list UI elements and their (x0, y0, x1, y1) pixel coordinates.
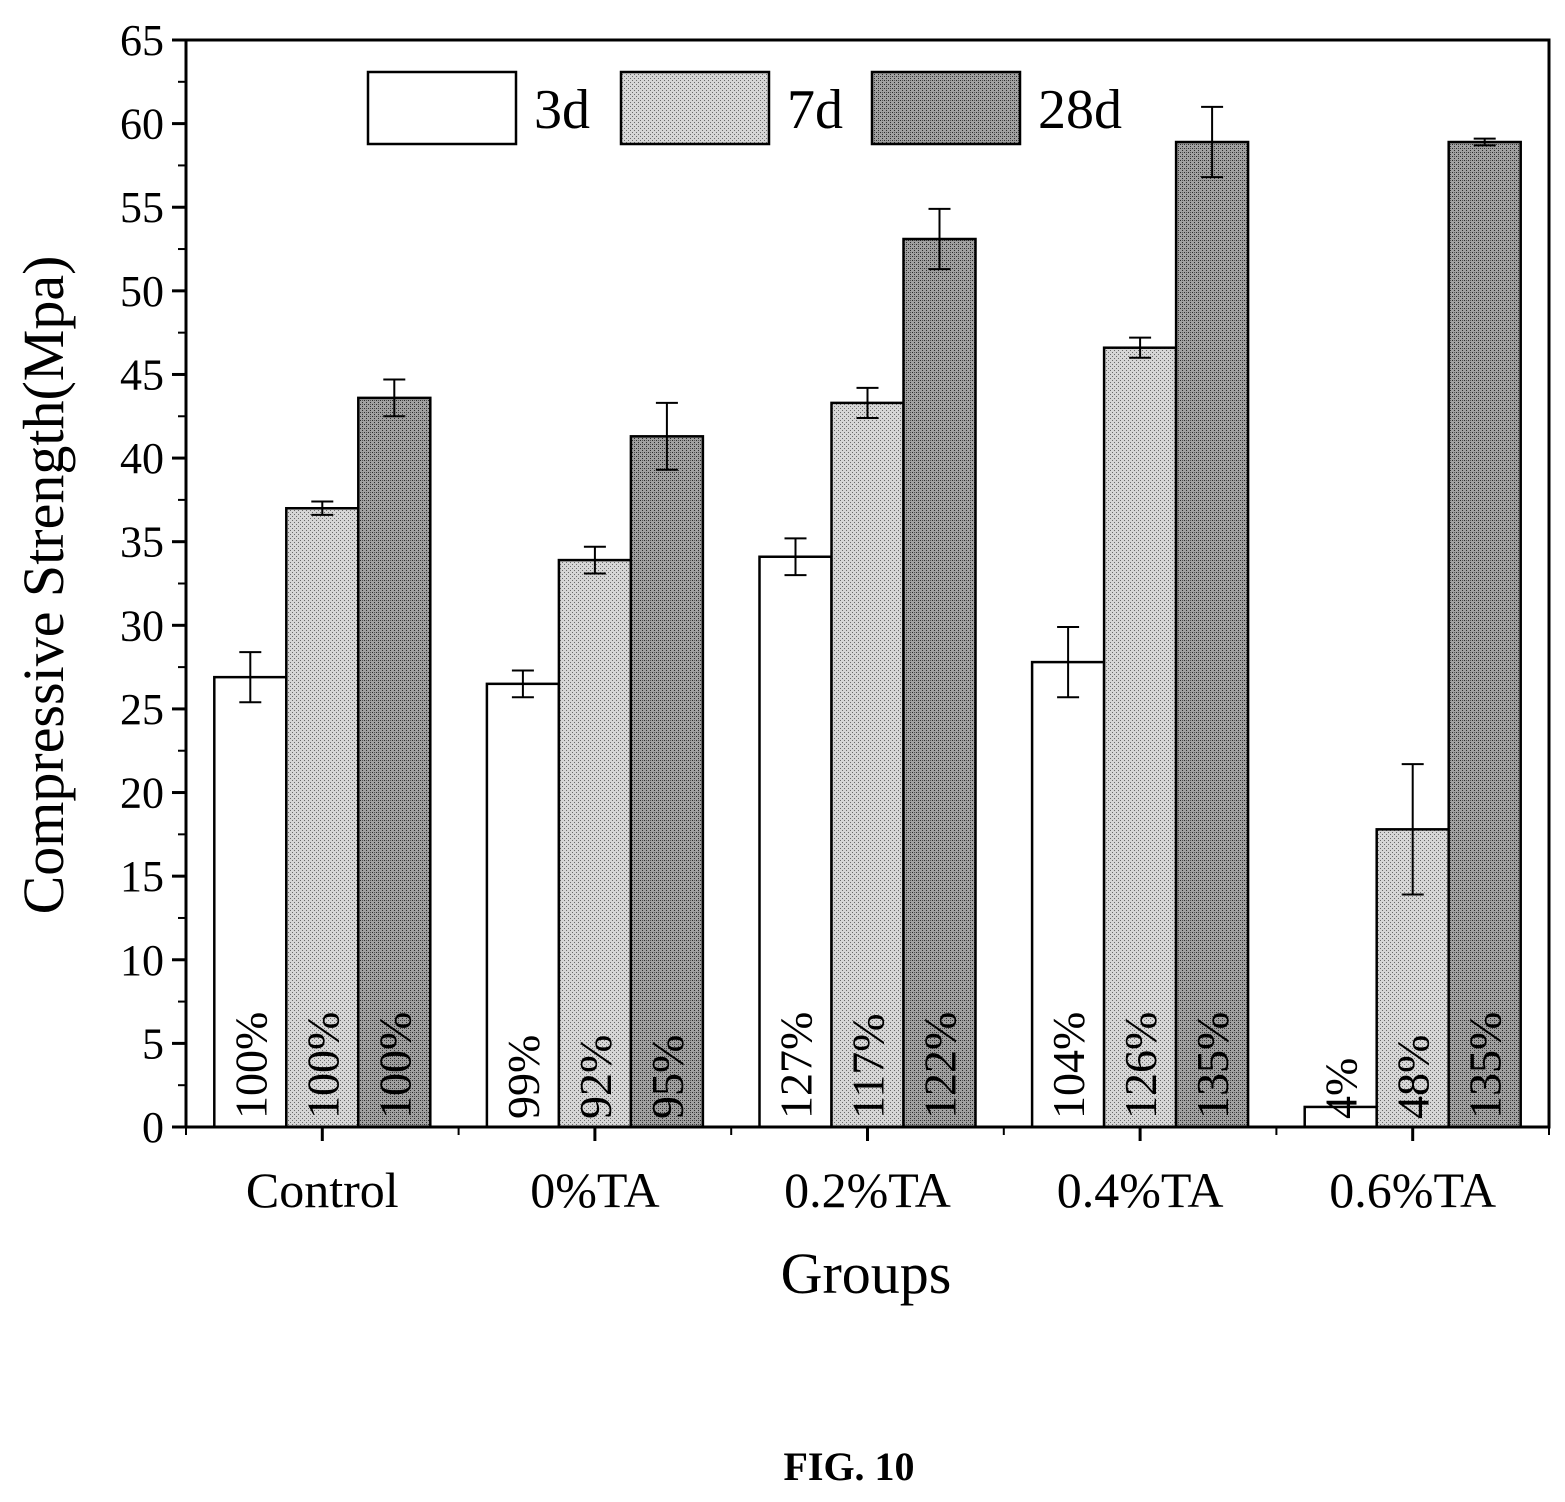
error-bar-7d-3 (1129, 336, 1152, 359)
x-tick-label: 0.2%TA (784, 1162, 951, 1218)
percent-label-7d-0: 100% (297, 1012, 348, 1119)
percent-label-28d-0: 100% (369, 1012, 420, 1119)
percent-label-3d-1: 99% (498, 1035, 549, 1119)
y-tick-label: 30 (120, 601, 164, 650)
error-bar-28d-3 (1201, 105, 1224, 179)
x-tick-label: 0.6%TA (1329, 1162, 1496, 1218)
error-bar-28d-0 (383, 378, 406, 418)
bar-3d-0 (213, 675, 288, 1129)
x-tick-label: Control (246, 1162, 399, 1218)
bar-7d-0 (285, 506, 360, 1129)
percent-label-7d-3: 126% (1115, 1012, 1166, 1119)
y-tick-label: 10 (120, 936, 164, 985)
bar-28d-3 (1174, 140, 1250, 1129)
legend-item-3d: 3d (366, 70, 590, 146)
legend-swatch-28d (870, 70, 1022, 146)
error-bar-28d-2 (928, 207, 951, 271)
percent-label-7d-4: 48% (1388, 1035, 1439, 1119)
x-axis: Control 0%TA 0.2%TA 0.4%TA 0.6%TA (185, 1127, 1550, 1218)
error-bar-3d-3 (1057, 625, 1080, 699)
percent-label-7d-1: 92% (570, 1035, 621, 1119)
bar-3d-3 (1030, 660, 1106, 1129)
y-tick-label: 65 (120, 16, 164, 65)
legend-label-3d: 3d (534, 79, 590, 141)
y-tick-label: 20 (120, 769, 164, 818)
legend-item-7d: 7d (619, 70, 843, 146)
percent-label-7d-2: 117% (843, 1013, 894, 1119)
y-tick-label: 0 (142, 1103, 164, 1152)
percent-label-28d-3: 135% (1187, 1012, 1238, 1119)
y-tick-label: 40 (120, 434, 164, 483)
y-tick-label: 5 (142, 1019, 164, 1068)
bar-7d-3 (1102, 346, 1178, 1129)
percent-label-28d-4: 135% (1460, 1012, 1511, 1119)
y-tick-label: 60 (120, 100, 164, 149)
percent-label-28d-1: 95% (642, 1035, 693, 1119)
bar-28d-4 (1447, 140, 1522, 1129)
error-bar-7d-4 (1401, 763, 1424, 896)
legend-item-28d: 28d (870, 70, 1122, 146)
error-bar-3d-0 (239, 651, 262, 704)
error-bar-7d-2 (856, 386, 879, 419)
error-bar-28d-1 (655, 401, 678, 471)
legend-label-28d: 28d (1038, 79, 1122, 141)
figure-caption: FIG. 10 (783, 1444, 914, 1489)
bar-28d-1 (629, 435, 705, 1129)
legend: 3d 7d 28d (366, 70, 1122, 146)
bars-layer (213, 140, 1522, 1129)
error-bar-3d-1 (511, 669, 534, 699)
y-tick-label: 25 (120, 685, 164, 734)
bar-3d-2 (758, 555, 833, 1129)
legend-swatch-7d (619, 70, 771, 146)
error-bar-7d-1 (583, 545, 606, 575)
x-axis-title: Groups (781, 1241, 952, 1306)
percent-label-28d-2: 122% (915, 1012, 966, 1119)
error-bar-7d-0 (311, 500, 334, 516)
y-tick-label: 45 (120, 350, 164, 399)
percent-label-3d-2: 127% (771, 1012, 822, 1119)
x-tick-label: 0.4%TA (1057, 1162, 1224, 1218)
y-axis: 0 5 10 15 20 25 30 35 40 45 50 55 60 65 (120, 16, 186, 1152)
y-tick-label: 55 (120, 183, 164, 232)
legend-label-7d: 7d (787, 79, 843, 141)
x-tick-label: 0%TA (530, 1162, 659, 1218)
error-bar-28d-4 (1473, 137, 1496, 147)
percent-label-3d-4: 4% (1316, 1058, 1367, 1119)
error-bars-layer (239, 105, 1496, 896)
percent-labels-layer: 100% 100% 100% 99% 92% 95% 127% 117% 122% 104% 126… (225, 1012, 1510, 1119)
y-axis-title: Compressive Strength(Mpa) (11, 256, 76, 915)
percent-label-3d-0: 100% (225, 1012, 276, 1119)
y-tick-label: 35 (120, 518, 164, 567)
y-tick-label: 50 (120, 267, 164, 316)
error-bar-3d-2 (784, 537, 807, 577)
legend-swatch-3d (366, 70, 518, 146)
y-tick-label: 15 (120, 852, 164, 901)
bar-28d-2 (902, 237, 977, 1129)
percent-label-3d-3: 104% (1043, 1012, 1094, 1119)
